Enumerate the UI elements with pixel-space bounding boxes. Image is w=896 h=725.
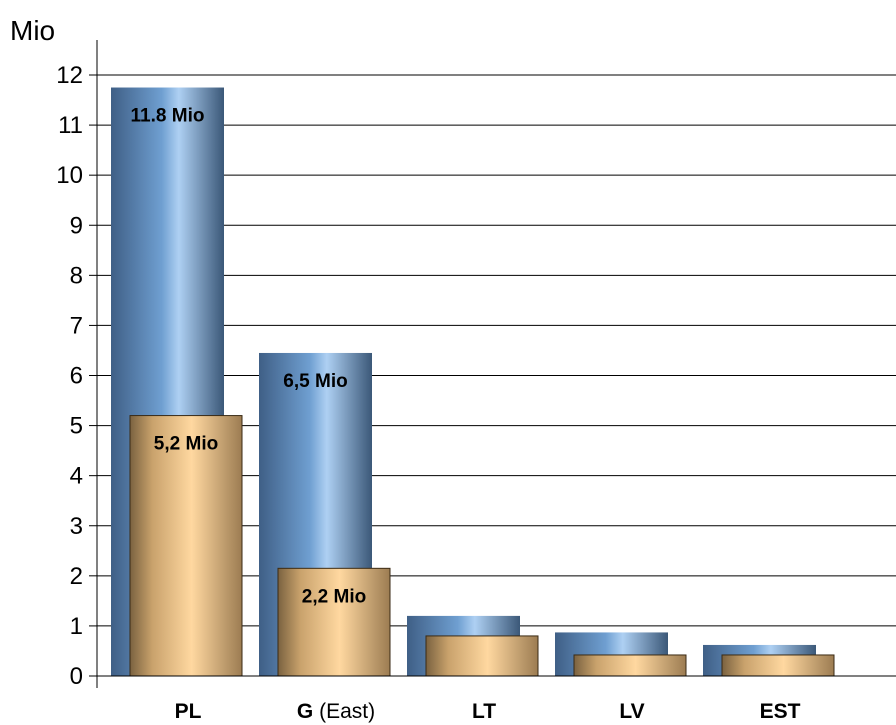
x-category-label: EST (760, 700, 801, 723)
y-tick-label: 7 (70, 312, 83, 339)
x-category-label: PL (175, 700, 202, 723)
y-tick-label: 9 (70, 212, 83, 239)
bar-series-2-1 (277, 567, 391, 677)
bar-series-2-2 (425, 635, 539, 677)
bar-series-2-4 (721, 654, 835, 677)
bar-series-2-0 (129, 415, 243, 677)
y-axis-unit-label: Mio (10, 15, 55, 46)
data-label: 5,2 Mio (154, 434, 218, 455)
data-label: 6,5 Mio (283, 371, 347, 392)
x-category-label-code: LT (472, 700, 496, 723)
y-tick-label: 12 (56, 62, 83, 89)
bars: 11.8 Mio 6,5 Mio 5,2 Mio 2,2 Mio (111, 87, 835, 677)
x-category-label-code: PL (175, 700, 202, 723)
y-tick-label: 4 (70, 463, 83, 490)
x-category-label-suffix: (East) (313, 700, 375, 723)
y-tick-label: 6 (70, 363, 83, 390)
y-tick-label: 8 (70, 262, 83, 289)
y-tick-label: 5 (70, 413, 83, 440)
y-tick-label: 1 (70, 613, 83, 640)
data-label: 11.8 Mio (131, 106, 205, 127)
data-label: 2,2 Mio (302, 586, 366, 607)
y-tick-label: 0 (70, 663, 83, 690)
x-category-label: G (East) (297, 700, 375, 723)
x-category-label: LV (619, 700, 644, 723)
x-category-label-code: G (297, 700, 313, 723)
x-category-label-code: EST (760, 700, 801, 723)
x-category-label: LT (472, 700, 496, 723)
bar-series-2-3 (573, 654, 687, 677)
y-tick-label: 10 (56, 162, 83, 189)
y-tick-label: 11 (58, 112, 83, 139)
x-category-label-code: LV (619, 700, 644, 723)
y-tick-label: 3 (70, 513, 83, 540)
y-tick-label: 2 (70, 563, 83, 590)
